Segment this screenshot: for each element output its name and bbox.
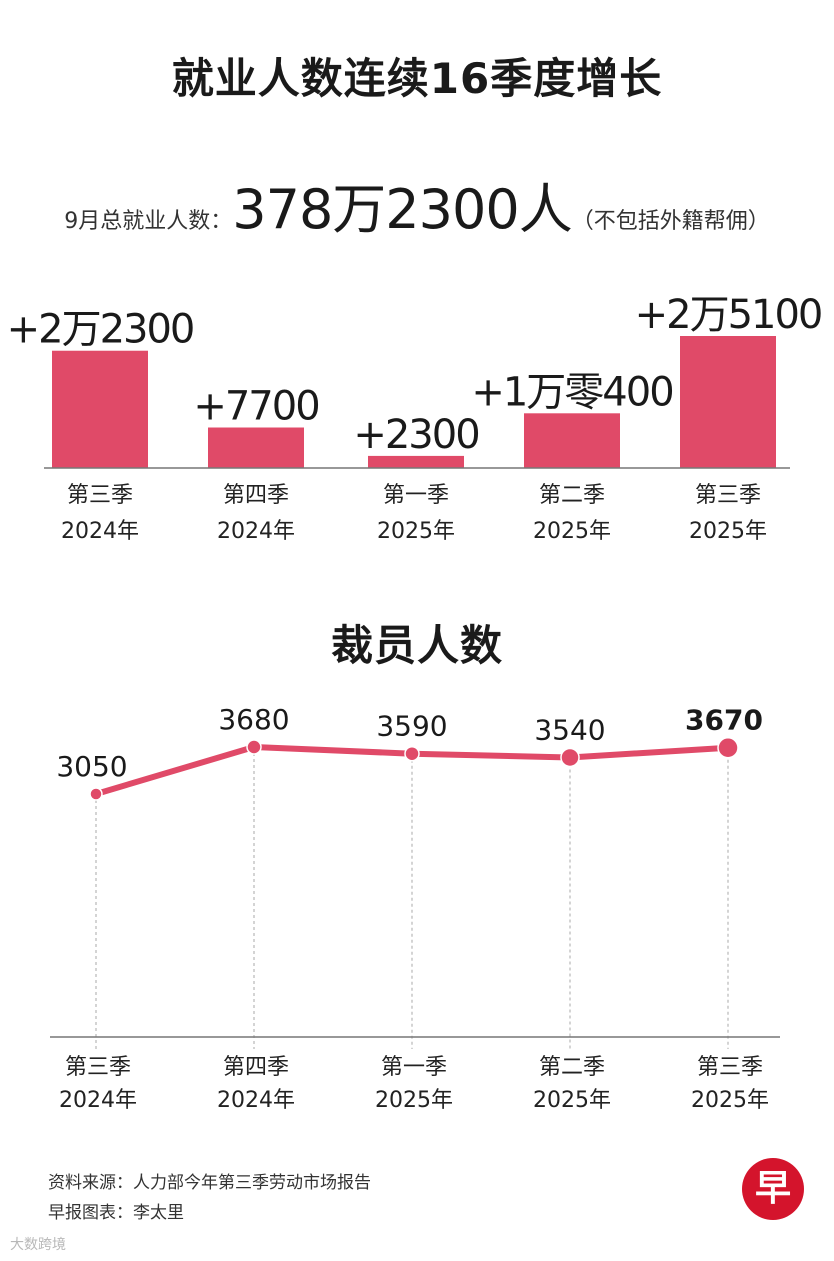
x-axis-label: 2025年 (375, 1088, 453, 1113)
x-axis-label: 2025年 (533, 519, 611, 544)
x-axis-label: 第二季 (539, 1055, 605, 1080)
employment-chart-title: 就业人数连续16季度增长 (171, 54, 663, 103)
x-axis-label: 第一季 (383, 483, 449, 508)
data-label: 3680 (218, 703, 289, 736)
x-axis-label: 第三季 (67, 483, 133, 508)
data-label: 3590 (376, 710, 447, 743)
employment-bar-chart: +2万2300 第三季 2024年 +7700 第四季 2024年 +2300 第一季 2025… (7, 292, 824, 544)
bar (52, 350, 148, 468)
bar-value-label: +2300 (353, 412, 478, 458)
data-label: 3670 (685, 704, 763, 737)
x-axis-label: 2025年 (691, 1088, 769, 1113)
total-employment-note: （不包括外籍帮佣） (571, 209, 770, 234)
data-point (717, 736, 739, 759)
credit-note: 早报图表：李太里 (48, 1203, 184, 1223)
layoffs-chart-title: 裁员人数 (330, 621, 503, 670)
total-employment-label: 9月总就业人数： (64, 209, 233, 234)
x-axis-label: 第四季 (223, 1055, 289, 1080)
layoffs-line-chart: 3050 第三季 2024年 3680 第四季 2024年 3590 第一季 2025年 3540… (50, 703, 780, 1113)
bar (680, 336, 776, 468)
bar-value-label: +2万5100 (635, 292, 822, 338)
x-axis-label: 2025年 (689, 519, 767, 544)
total-employment: 9月总就业人数：378万2300人（不包括外籍帮佣） (0, 165, 834, 244)
bar-value-label: +2万2300 (7, 307, 194, 353)
x-axis-label: 第四季 (223, 483, 289, 508)
x-axis-label: 2024年 (217, 1088, 295, 1113)
bar (524, 413, 620, 468)
x-axis-label: 第三季 (65, 1055, 131, 1080)
data-label: 3050 (56, 750, 127, 783)
data-point (89, 787, 103, 801)
bar-value-label: +7700 (193, 384, 318, 430)
x-axis-label: 2024年 (61, 519, 139, 544)
data-point (404, 745, 420, 762)
data-point (246, 739, 262, 755)
data-label: 3540 (534, 713, 605, 746)
data-point (560, 747, 580, 768)
bar (368, 455, 464, 468)
source-note: 资料来源：人力部今年第三季劳动市场报告 (48, 1173, 371, 1193)
x-axis-label: 第二季 (539, 483, 605, 508)
x-axis-label: 2024年 (59, 1088, 137, 1113)
x-axis-label: 2024年 (217, 519, 295, 544)
watermark: 大数跨境 (10, 1237, 66, 1253)
x-axis-label: 第一季 (381, 1055, 447, 1080)
x-axis-label: 2025年 (377, 519, 455, 544)
x-axis-label: 2025年 (533, 1088, 611, 1113)
zaobao-logo: 早 (742, 1158, 804, 1220)
x-axis-label: 第三季 (695, 483, 761, 508)
bar (208, 427, 304, 468)
x-axis-label: 第三季 (697, 1055, 763, 1080)
total-employment-value: 378万2300人 (232, 178, 572, 241)
bar-value-label: +1万零400 (471, 369, 672, 415)
